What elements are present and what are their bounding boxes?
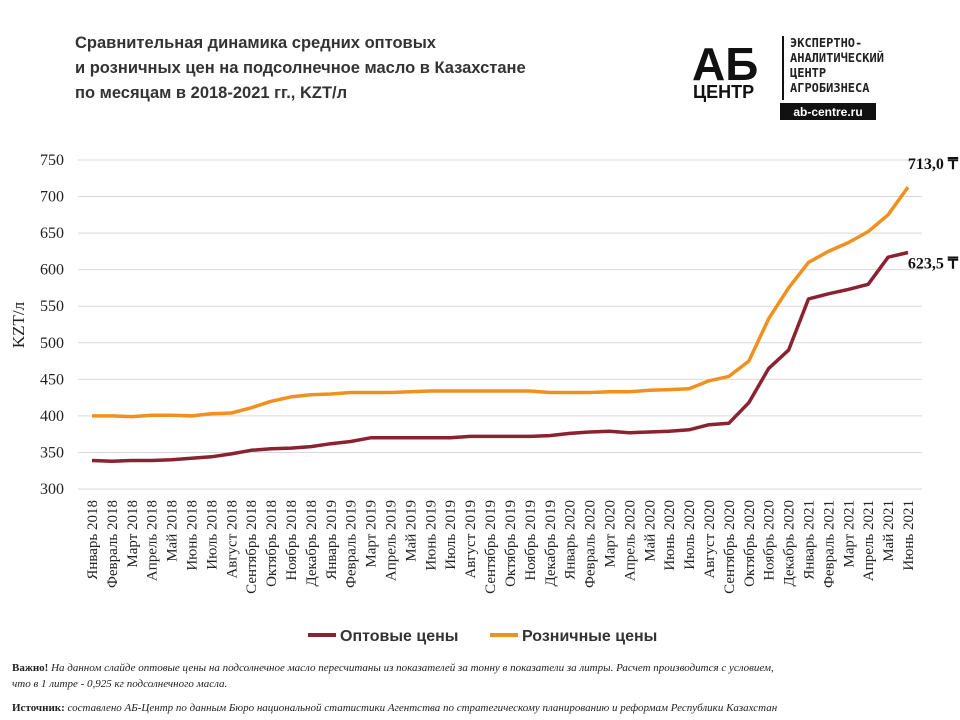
logo-text: ЭКСПЕРТНО- [790,36,862,50]
x-tick-label: Октябрь 2019 [503,500,519,587]
x-tick-label: Январь 2020 [563,500,579,580]
y-tick-label: 700 [40,189,64,206]
note-text: что в 1 литре - 0,925 кг подсолнечного м… [12,678,227,690]
x-tick-label: Июль 2020 [682,500,698,570]
series-line [91,250,909,463]
y-tick-label: 300 [40,481,64,498]
x-tick-label: Июнь 2020 [662,500,678,571]
y-tick-label: 750 [40,152,64,169]
x-tick-label: Апрель 2019 [384,500,400,581]
y-tick-label: 600 [40,262,64,279]
y-axis-label: KZT/л [9,301,28,348]
logo-mark-sub: ЦЕНТР [693,82,754,102]
source-label: Источник: [12,702,65,714]
value-label: 713,0 ₸ [908,156,959,173]
x-tick-label: Май 2021 [881,500,897,562]
note-label: Важно! [12,662,48,674]
x-tick-label: Май 2019 [403,500,419,562]
x-tick-label: Сентябрь 2019 [483,500,499,594]
chart-title: и розничных цен на подсолнечное масло в … [75,59,526,77]
x-tick-label: Декабрь 2018 [304,500,320,587]
x-tick-label: Февраль 2021 [821,500,837,588]
y-tick-label: 350 [40,444,64,461]
value-label: 623,5 ₸ [908,255,959,272]
x-tick-label: Февраль 2020 [583,500,599,588]
x-tick-label: Январь 2021 [801,500,817,580]
x-tick-label: Апрель 2018 [145,500,161,581]
legend-label: Оптовые цены [340,628,458,645]
logo-mark: АБ [692,38,758,90]
y-tick-label: 500 [40,335,64,352]
note: Важно! На данном слайде оптовые цены на … [12,662,774,674]
legend-label: Розничные цены [522,628,657,645]
x-tick-label: Январь 2018 [85,500,101,580]
source: Источник: составлено АБ-Центр по данным … [12,702,778,714]
x-tick-label: Июнь 2021 [901,500,917,571]
x-tick-label: Август 2018 [224,500,240,579]
y-tick-label: 400 [40,408,64,425]
x-tick-label: Июль 2019 [443,500,459,570]
logo-url-box [780,103,876,120]
logo-text: АНАЛИТИЧЕСКИЙ [790,50,884,65]
x-tick-label: Август 2019 [463,500,479,579]
logo-text: АГРОБИЗНЕСА [790,81,870,95]
x-tick-label: Февраль 2018 [105,500,121,588]
x-tick-label: Февраль 2019 [344,500,360,588]
logo: АБ ЦЕНТР ЭКСПЕРТНО- АНАЛИТИЧЕСКИЙ ЦЕНТР … [692,36,884,120]
logo-url: ab-centre.ru [793,105,862,119]
x-tick-label: Декабрь 2020 [782,500,798,587]
x-tick-label: Август 2020 [702,500,718,579]
x-tick-label: Март 2021 [841,500,857,568]
x-tick-label: Октябрь 2020 [742,500,758,587]
x-tick-label: Март 2018 [125,500,141,568]
x-tick-label: Май 2018 [165,500,181,562]
x-tick-label: Июнь 2018 [185,500,201,571]
x-tick-label: Июнь 2019 [423,500,439,571]
x-tick-label: Октябрь 2018 [264,500,280,587]
chart-title: Сравнительная динамика средних оптовых [75,34,437,52]
logo-text: ЦЕНТР [790,66,826,80]
x-tick-label: Ноябрь 2019 [523,500,539,581]
x-tick-label: Июль 2018 [204,500,220,570]
x-tick-label: Сентябрь 2018 [244,500,260,594]
y-tick-label: 650 [40,225,64,242]
chart-title: по месяцам в 2018-2021 гг., KZT/л [75,84,347,102]
y-tick-label: 550 [40,298,64,315]
x-tick-label: Январь 2019 [324,500,340,580]
x-tick-label: Апрель 2021 [861,500,877,581]
source-text: составлено АБ-Центр по данным Бюро нацио… [68,702,778,714]
x-tick-label: Март 2019 [364,500,380,568]
series-line [92,186,910,419]
x-tick-label: Март 2020 [602,500,618,568]
x-tick-label: Май 2020 [642,500,658,562]
x-tick-label: Сентябрь 2020 [722,500,738,594]
x-tick-label: Ноябрь 2020 [762,500,778,581]
y-tick-label: 450 [40,371,64,388]
note-text: На данном слайде оптовые цены на подсолн… [50,662,774,674]
x-tick-label: Ноябрь 2018 [284,500,300,581]
x-tick-label: Апрель 2020 [622,500,638,581]
x-tick-label: Декабрь 2019 [543,500,559,587]
